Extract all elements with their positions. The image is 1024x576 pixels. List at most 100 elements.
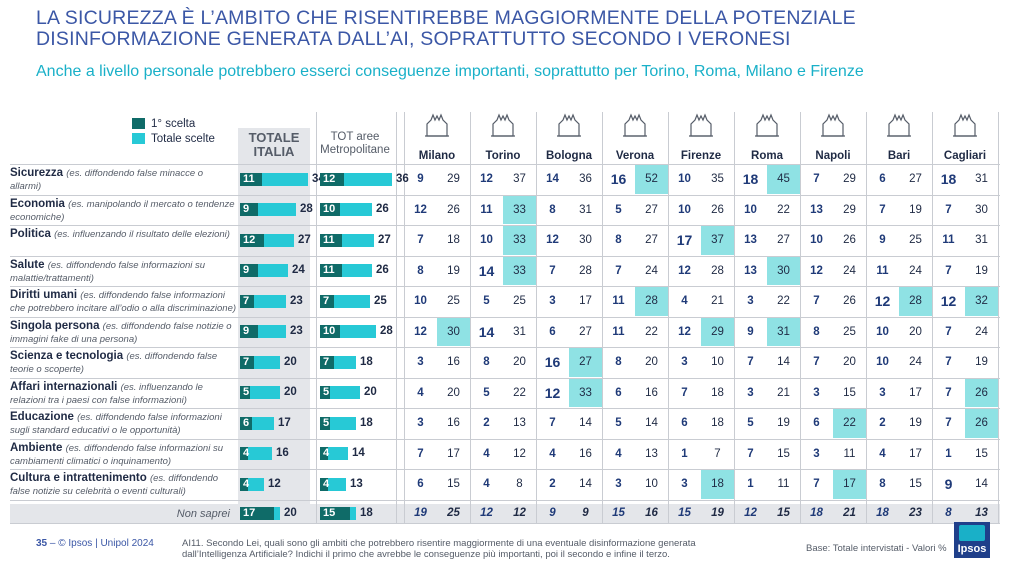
row-label-note: (es. diffondendo false informazioni su m…: [10, 259, 206, 284]
cell-first-choice: 11: [876, 264, 889, 277]
cell-first-choice: 10: [480, 234, 493, 246]
cell-first-choice: 3: [879, 386, 886, 399]
row-label: Singola persona (es. diffondendo false n…: [10, 320, 236, 346]
cell-total: 21: [777, 386, 790, 399]
bar-tot-first: 11: [320, 233, 342, 247]
cell-first-choice: 8: [483, 356, 490, 368]
cell-first-choice: 8: [417, 264, 424, 277]
bar-italia-first: 9: [240, 264, 258, 278]
cell-total: 26: [843, 234, 856, 246]
row-label-title: Scienza e tecnologia: [10, 350, 124, 362]
cell-total: 15: [777, 507, 790, 519]
cell-first-choice: 6: [417, 478, 424, 490]
bar-tot-first: 10: [320, 325, 340, 339]
bar-tot-first: 11: [320, 264, 342, 278]
cell-total: 33: [503, 195, 536, 224]
bar-tot-total-value: 28: [380, 325, 393, 338]
grid-hline: [10, 316, 1000, 318]
cell-total: 16: [447, 417, 460, 429]
cell-first-choice: 7: [681, 386, 688, 399]
row-label-note: (es. diffondendo false teorie o scoperte…: [10, 351, 218, 375]
cell-first-choice: 7: [747, 447, 754, 460]
grid-hline: [10, 377, 1000, 379]
row-label: Affari internazionali (es. influenzando …: [10, 381, 236, 407]
grid-hline: [10, 286, 1000, 287]
cell-total: 24: [909, 356, 922, 368]
bar-italia-total: [240, 386, 280, 400]
footer-page: 35 – © Ipsos | Unipol 2024: [36, 538, 154, 549]
row-label: Salute (es. diffondendo false informazio…: [10, 259, 236, 285]
grid-hline: [10, 347, 1000, 348]
cell-first-choice: 11: [942, 234, 955, 246]
grid-hline: [10, 523, 1000, 524]
city-name: Firenze: [680, 150, 722, 162]
cell-total: 14: [777, 356, 790, 368]
cell-total: 20: [909, 325, 922, 338]
cell-first-choice: 12: [940, 293, 957, 309]
cell-total: 18: [701, 470, 734, 499]
row-label-title: Diritti umani: [10, 289, 78, 301]
cell-total: 15: [975, 447, 988, 460]
city-header-napoli: Napoli: [800, 112, 866, 164]
cell-first-choice: 3: [549, 295, 556, 307]
cell-total: 19: [909, 203, 922, 216]
monument-icon: [755, 113, 779, 137]
cell-total: 7: [714, 447, 721, 460]
bar-italia-first: 9: [240, 203, 258, 217]
cell-total: 31: [975, 173, 988, 185]
cell-total: 31: [975, 234, 988, 246]
bar-tot-total-value: 25: [374, 294, 387, 307]
cell-first-choice: 6: [615, 386, 622, 399]
cell-first-choice: 7: [417, 234, 424, 246]
cell-first-choice: 10: [414, 295, 427, 307]
city-header-verona: Verona: [602, 112, 668, 164]
grid-vline: [932, 112, 933, 524]
legend-first-label: 1° scelta: [151, 117, 196, 130]
cell-first-choice: 5: [615, 417, 622, 429]
cell-first-choice: 18: [940, 171, 957, 187]
cell-total: 10: [711, 356, 724, 368]
row-label-title: Politica: [10, 228, 51, 240]
cell-first-choice: 3: [813, 447, 820, 460]
cell-first-choice: 13: [744, 264, 757, 277]
cell-first-choice: 12: [874, 293, 891, 309]
city-name: Bari: [887, 150, 911, 162]
cell-first-choice: 7: [747, 356, 754, 368]
bar-tot-first: 12: [320, 172, 344, 186]
grid-vline: [668, 112, 669, 524]
row-label-title: Sicurezza: [10, 167, 64, 179]
cell-total: 12: [513, 507, 526, 519]
cell-first-choice: 7: [945, 264, 952, 277]
cell-total: 13: [975, 507, 988, 519]
cell-first-choice: 3: [813, 386, 820, 399]
cell-total: 22: [777, 203, 790, 216]
bar-italia-total-value: 16: [276, 447, 289, 460]
row-label: Cultura e intrattenimento (es. diffonden…: [10, 472, 236, 498]
grid-vline: [396, 112, 397, 524]
cell-total: 25: [843, 325, 856, 338]
cell-first-choice: 7: [417, 447, 424, 460]
cell-total: 28: [899, 287, 932, 316]
row-label: Scienza e tecnologia (es. diffondendo fa…: [10, 350, 236, 376]
cell-total: 24: [843, 264, 856, 277]
monument-icon: [491, 113, 515, 137]
cell-first-choice: 8: [615, 356, 622, 368]
legend-total-label: Totale scelte: [151, 132, 215, 145]
cell-total: 22: [513, 386, 526, 399]
cell-total: 24: [909, 264, 922, 277]
cell-first-choice: 6: [879, 173, 886, 185]
cell-total: 8: [516, 478, 523, 490]
cell-first-choice: 17: [676, 232, 693, 248]
row-label-title: Ambiente: [10, 441, 63, 454]
grid-hline: [10, 469, 1000, 470]
bar-tot-total-value: 36: [396, 172, 409, 185]
bar-tot-total-value: 18: [360, 416, 373, 429]
monument-icon: [425, 113, 449, 137]
legend: 1° scelta Totale scelte: [132, 116, 215, 146]
cell-total: 16: [645, 507, 658, 519]
city-name: Bologna: [546, 150, 592, 162]
bar-tot-total-value: 26: [376, 203, 389, 216]
bar-italia-total: [240, 447, 272, 461]
bar-tot-first: 7: [320, 355, 334, 369]
bar-tot-total-value: 20: [364, 386, 377, 399]
